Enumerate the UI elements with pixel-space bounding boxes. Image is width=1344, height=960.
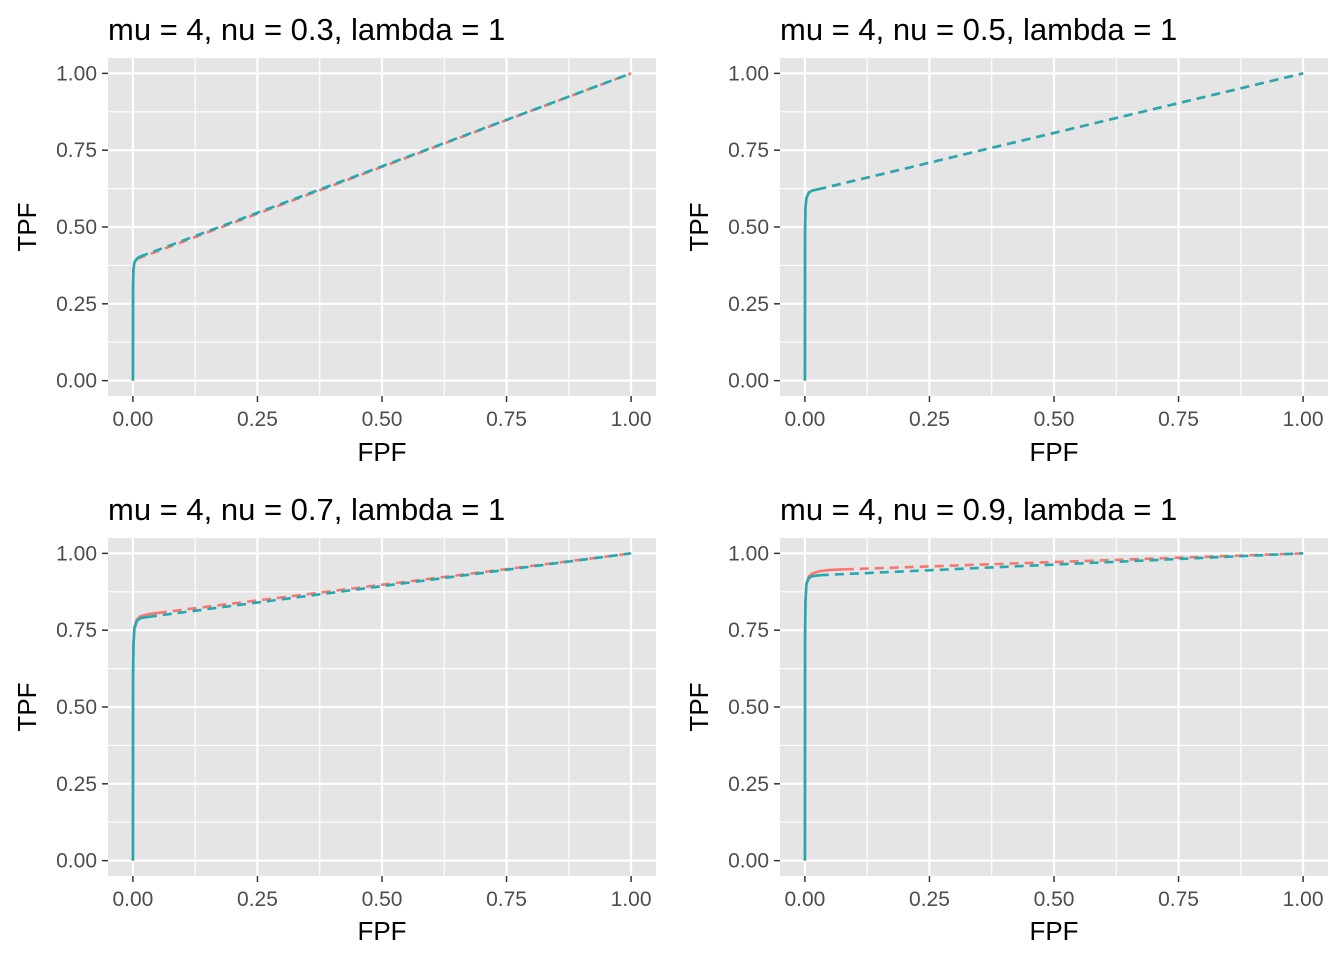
series-2-dashed-line [819, 552, 1304, 577]
y-axis-title: TPF [12, 202, 42, 251]
y-tick-label: 0.25 [56, 293, 97, 316]
chart-panel-4: 0.00 0.25 0.50 0.75 1.00 0.00 0.25 0.50 0.75 1.00… [684, 492, 1328, 946]
series-2-dashed-line [147, 552, 632, 619]
series-2-curve [131, 615, 149, 861]
x-axis-title: FPF [357, 916, 406, 946]
series-2-dashed-line [138, 72, 632, 259]
y-tick-label: 0.25 [728, 293, 769, 316]
x-tick-label: 0.50 [1034, 888, 1075, 911]
x-tick-label: 0.00 [112, 888, 153, 911]
y-tick-label: 0.00 [56, 850, 97, 873]
y-tick-label: 1.00 [728, 62, 769, 85]
x-tick-label: 1.00 [1283, 888, 1324, 911]
x-tick-label: 1.00 [611, 888, 652, 911]
y-tick-label: 1.00 [728, 542, 769, 565]
y-tick-label: 1.00 [56, 542, 97, 565]
y-tick-label: 0.25 [56, 773, 97, 796]
series-2-curve [803, 188, 818, 381]
y-tick-label: 0.75 [56, 619, 97, 642]
x-tick-label: 0.00 [784, 888, 825, 911]
x-tick-label: 0.75 [1158, 408, 1199, 431]
x-tick-label: 0.25 [909, 408, 950, 431]
chart-title: mu = 4, nu = 0.7, lambda = 1 [108, 492, 505, 527]
y-tick-label: 0.75 [728, 139, 769, 162]
series-2-dashed-line [817, 72, 1304, 191]
chart-panel-1: 0.00 0.25 0.50 0.75 1.00 0.00 0.25 0.50 0.75 1.00… [12, 12, 656, 467]
x-axis-title: FPF [1029, 437, 1078, 467]
y-tick-label: 0.50 [728, 216, 769, 239]
x-tick-label: 1.00 [1283, 408, 1324, 431]
y-tick-label: 1.00 [56, 62, 97, 85]
y-tick-label: 0.00 [56, 370, 97, 393]
x-tick-label: 0.00 [784, 408, 825, 431]
y-tick-label: 0.25 [728, 773, 769, 796]
x-tick-label: 0.25 [909, 888, 950, 911]
y-tick-label: 0.50 [56, 216, 97, 239]
chart-title: mu = 4, nu = 0.9, lambda = 1 [780, 492, 1177, 527]
x-tick-label: 0.00 [112, 408, 153, 431]
x-axis-title: FPF [357, 437, 406, 467]
chart-title: mu = 4, nu = 0.3, lambda = 1 [108, 12, 505, 47]
y-axis-title: TPF [684, 682, 714, 731]
x-tick-label: 0.50 [362, 408, 403, 431]
x-tick-label: 0.50 [1034, 408, 1075, 431]
y-tick-label: 0.75 [728, 619, 769, 642]
x-tick-label: 0.75 [486, 408, 527, 431]
x-tick-label: 0.75 [1158, 888, 1199, 911]
x-tick-label: 1.00 [611, 408, 652, 431]
x-tick-label: 0.50 [362, 888, 403, 911]
chart-title: mu = 4, nu = 0.5, lambda = 1 [780, 12, 1177, 47]
y-tick-label: 0.50 [728, 696, 769, 719]
series-2-curve [131, 255, 141, 381]
x-tick-label: 0.25 [237, 888, 278, 911]
series-2-curve [803, 573, 821, 861]
x-tick-label: 0.75 [486, 888, 527, 911]
x-axis-title: FPF [1029, 916, 1078, 946]
y-tick-label: 0.00 [728, 850, 769, 873]
y-tick-label: 0.50 [56, 696, 97, 719]
chart-panel-3: 0.00 0.25 0.50 0.75 1.00 0.00 0.25 0.50 0.75 1.00… [12, 492, 656, 946]
y-tick-label: 0.75 [56, 139, 97, 162]
y-axis-title: TPF [684, 202, 714, 251]
x-tick-label: 0.25 [237, 408, 278, 431]
y-axis-title: TPF [12, 682, 42, 731]
y-tick-label: 0.00 [728, 370, 769, 393]
chart-panel-2: 0.00 0.25 0.50 0.75 1.00 0.00 0.25 0.50 0.75 1.00… [684, 12, 1328, 467]
